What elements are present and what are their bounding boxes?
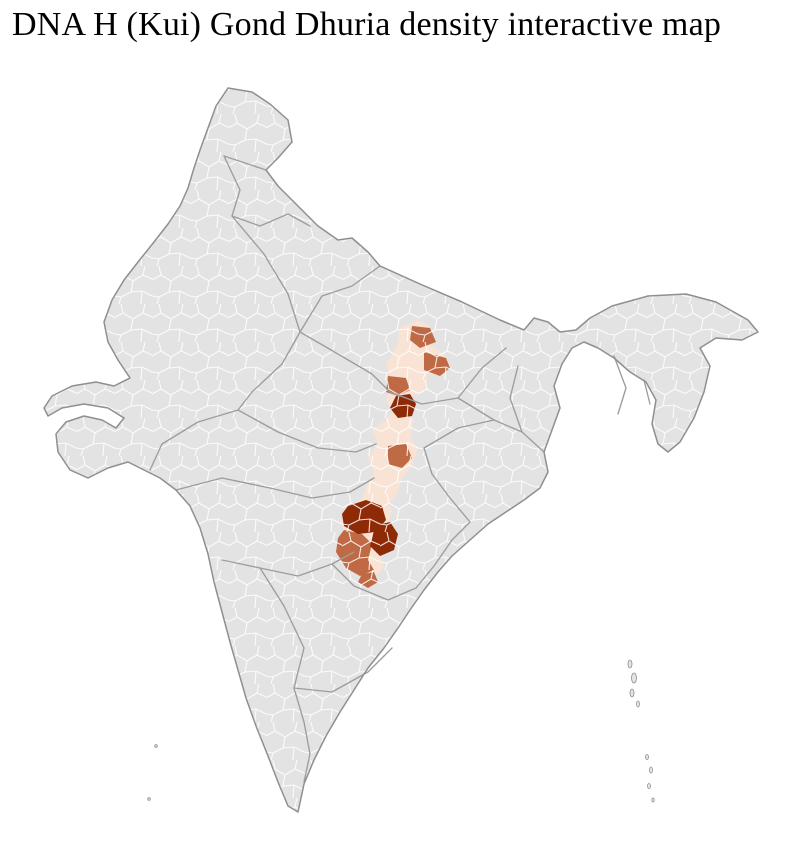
lakshadweep-islands[interactable] [147,744,158,801]
andaman-nicobar-islands[interactable] [627,659,655,803]
page-title: DNA H (Kui) Gond Dhuria density interact… [12,6,722,43]
state-borders [149,155,651,783]
